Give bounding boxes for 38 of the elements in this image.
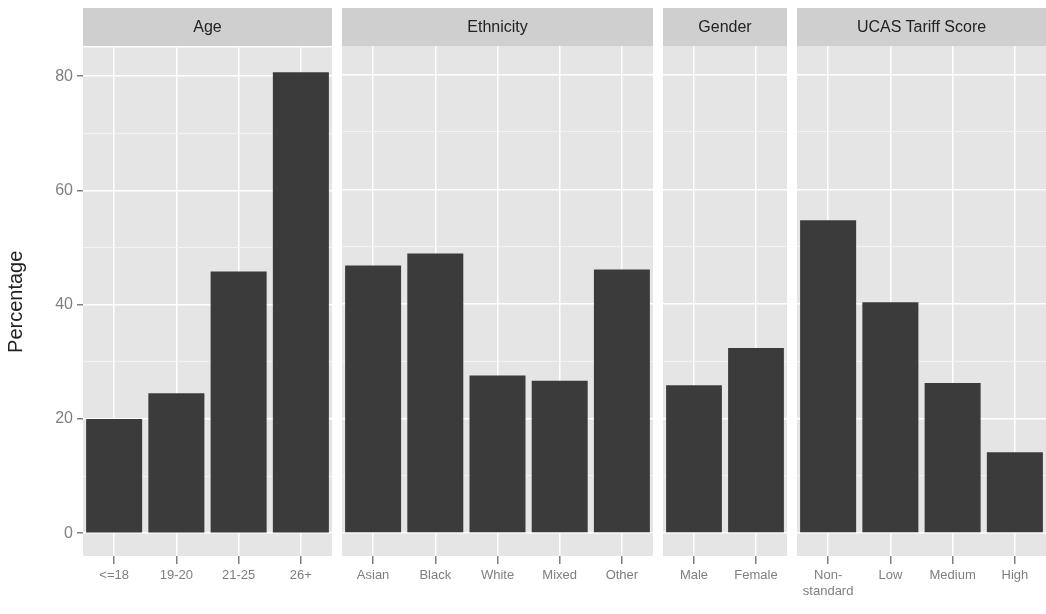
y-axis-title: Percentage [3,250,26,353]
x-tick-label: 21-25 [222,567,256,583]
bar [986,452,1043,533]
x-tick-label: Non-standard [802,567,854,598]
bar [407,253,464,533]
bar [862,302,919,533]
chart-title: Ethnicity [342,8,653,46]
bar [469,375,526,533]
bar [800,220,857,533]
chart-title: Gender [663,8,787,46]
bar [210,271,267,533]
x-tick-label: White [480,567,515,583]
x-tick-label: <=18 [99,567,129,583]
bar [593,269,650,533]
x-tick-label: Black [419,567,452,583]
bar [345,265,402,533]
y-tick-label: 40 [55,295,74,313]
x-tick-label: Medium [929,567,976,583]
y-tick-label: 0 [64,523,74,541]
x-tick-label: Other [605,567,639,583]
x-tick-label: Mixed [542,567,578,583]
chart-title: Age [83,8,332,46]
x-tick-label: Asian [356,567,390,583]
y-tick-label: 20 [55,409,74,427]
chart-title: UCAS Tariff Score [797,8,1046,46]
y-tick-label: 60 [55,180,74,198]
bar [924,382,981,533]
bar [531,380,588,533]
x-tick-label: Female [734,567,778,583]
y-tick-label: 80 [55,66,74,84]
bar [272,72,329,533]
x-tick-label: 19-20 [159,567,193,583]
bar [86,418,143,533]
x-tick-label: 26+ [289,567,312,583]
x-tick-label: Male [679,567,709,583]
x-tick-label: High [1001,567,1029,583]
bar [148,393,205,533]
x-tick-label: Low [878,567,903,583]
